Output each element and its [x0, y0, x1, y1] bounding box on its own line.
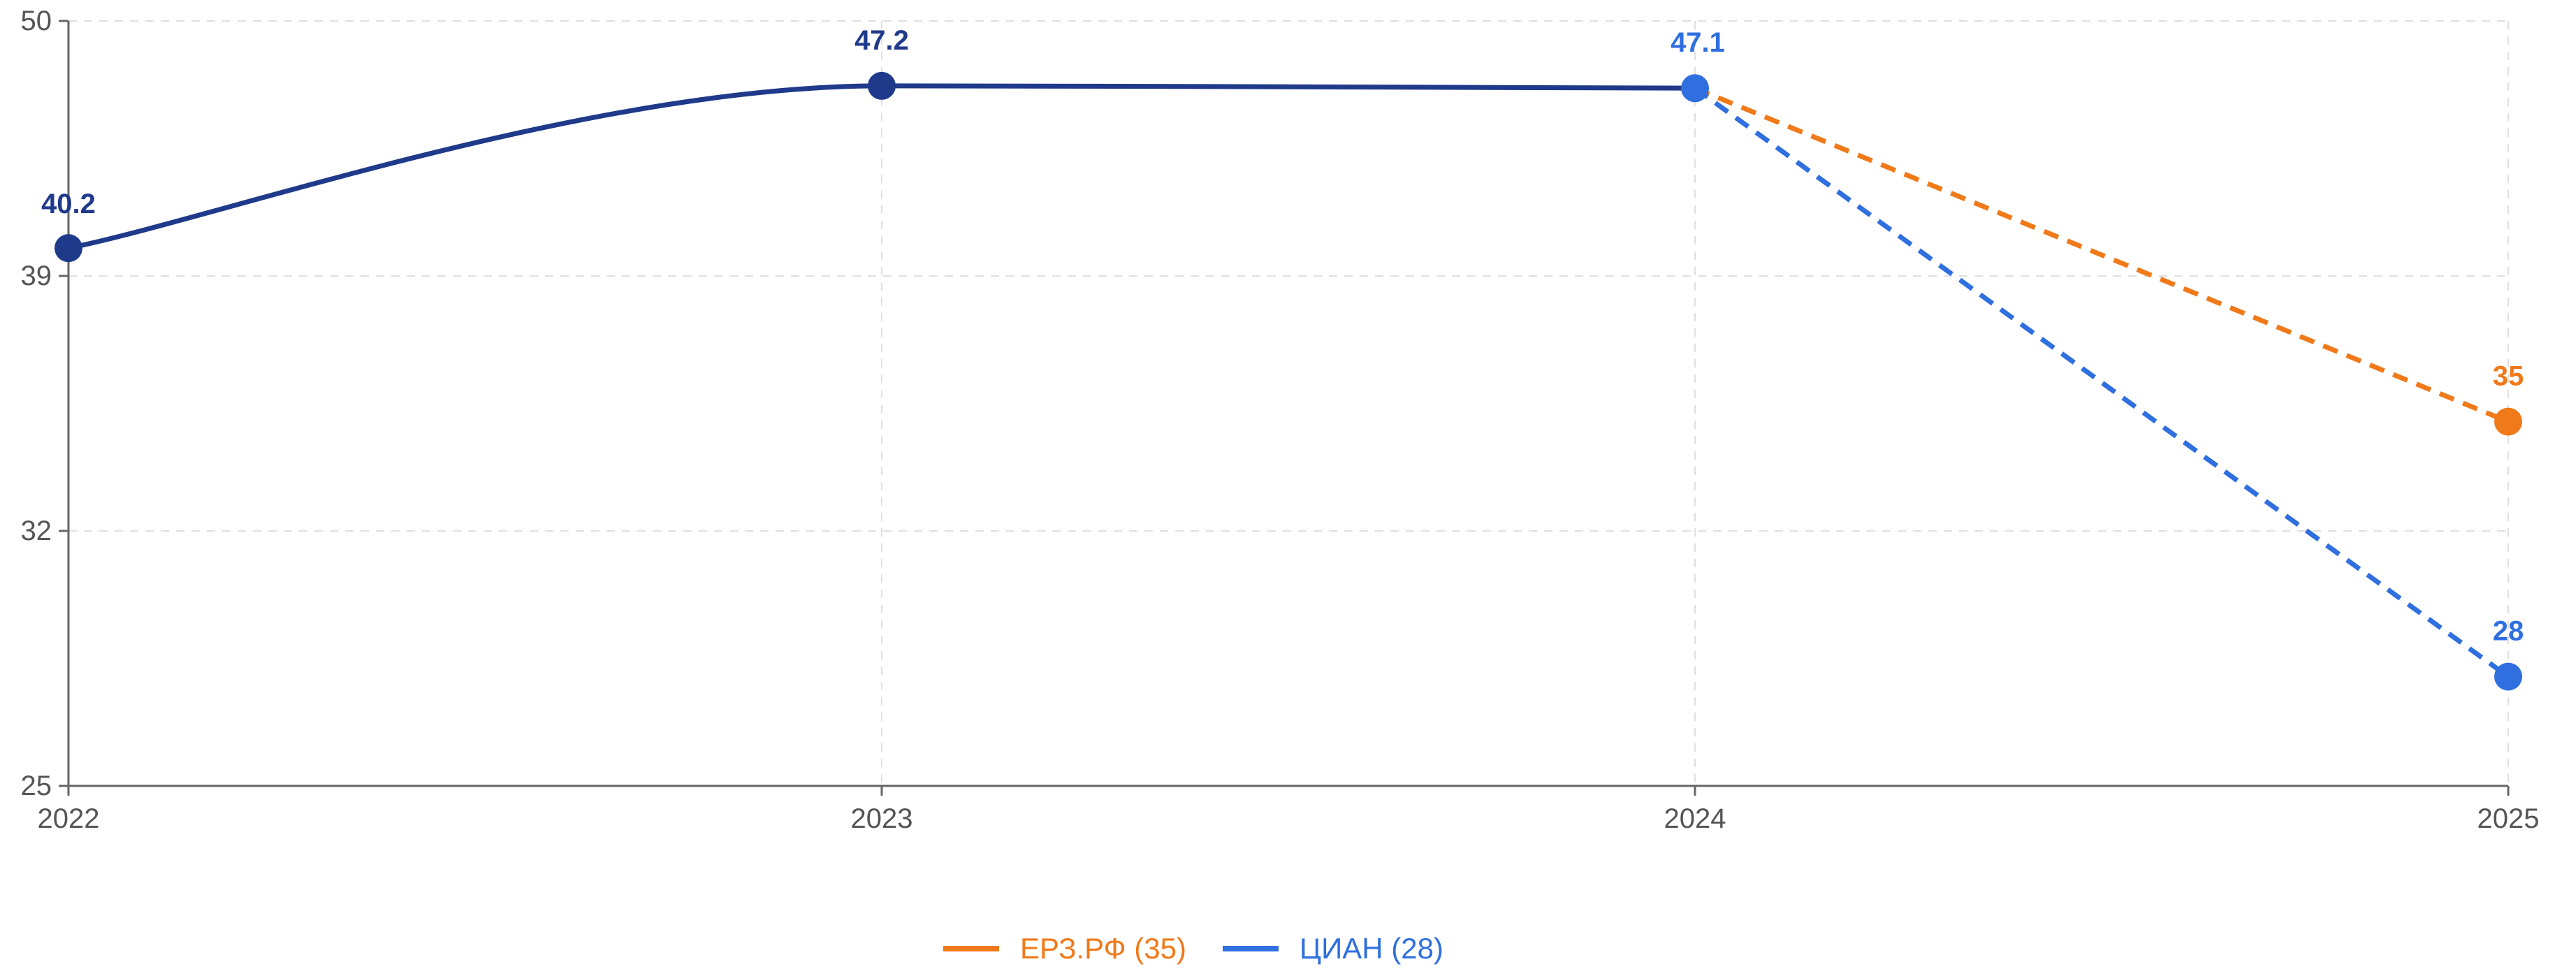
series-line-erz — [1694, 85, 2510, 424]
y-tick-label: 25 — [21, 771, 52, 801]
axes: 25 32 39 50 2022 2023 2024 2025 — [21, 6, 2540, 834]
data-label-actual-2022: 40.2 — [41, 189, 96, 219]
data-label-actual-2023: 47.2 — [854, 25, 909, 56]
data-point-cian-2025[interactable] — [2494, 662, 2522, 691]
y-tick-label: 39 — [21, 261, 52, 291]
legend-label: ЕРЗ.РФ (35) — [1020, 932, 1186, 965]
y-tick-label: 32 — [21, 516, 52, 546]
data-label-actual-2024: 47.1 — [1671, 27, 1725, 58]
x-tick-label: 2022 — [38, 803, 100, 834]
x-tick-label: 2024 — [1664, 803, 1726, 834]
series-lines — [66, 83, 2510, 679]
data-point-erz-2025[interactable] — [2494, 407, 2522, 436]
series-markers — [54, 71, 2522, 691]
y-tick-label: 50 — [21, 6, 52, 36]
x-tick-label: 2023 — [851, 803, 913, 834]
data-label-cian-2025: 28 — [2493, 616, 2524, 647]
legend-item-cian[interactable]: ЦИАН (28) — [1223, 932, 1443, 965]
data-label-erz-2025: 35 — [2493, 361, 2524, 392]
data-point-actual-2023[interactable] — [868, 71, 896, 100]
x-tick-label: 2025 — [2477, 803, 2540, 834]
grid — [68, 20, 2509, 786]
data-point-actual-2024[interactable] — [1681, 74, 1709, 103]
legend-item-erz[interactable]: ЕРЗ.РФ (35) — [943, 932, 1186, 965]
data-point-actual-2022[interactable] — [54, 234, 82, 263]
legend-label: ЦИАН (28) — [1300, 932, 1443, 965]
data-labels: 40.2 47.2 47.1 35 28 — [41, 25, 2524, 647]
legend: ЕРЗ.РФ (35) ЦИАН (28) — [943, 932, 1443, 965]
series-line-cian — [1693, 86, 2510, 679]
